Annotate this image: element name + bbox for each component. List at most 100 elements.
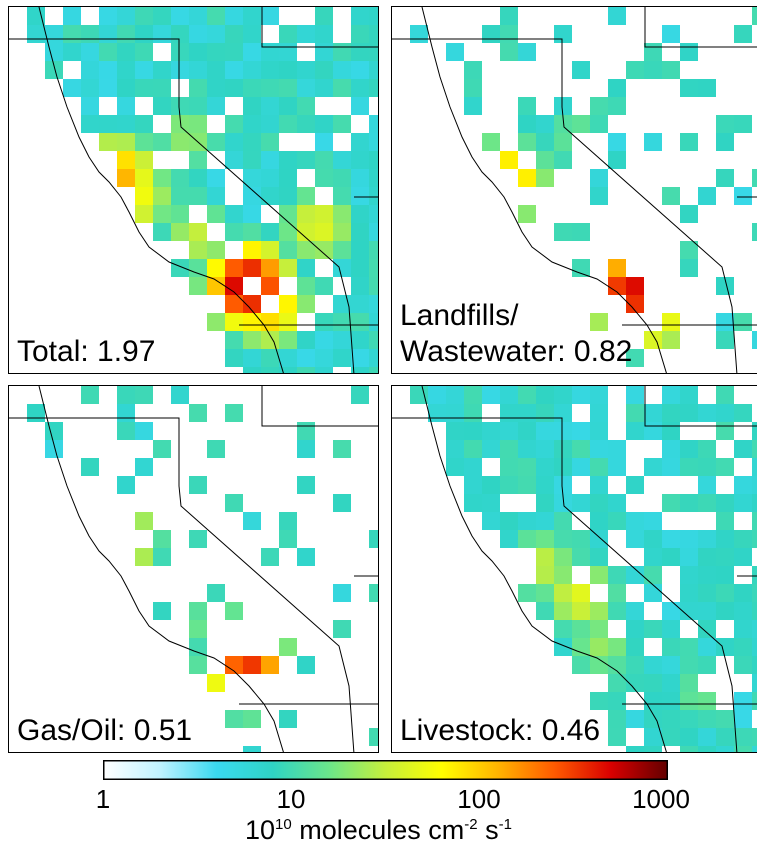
emission-cell <box>554 458 572 476</box>
emission-cell <box>243 349 261 367</box>
emission-cell <box>554 602 572 620</box>
emission-cell <box>207 259 225 277</box>
emission-cell <box>207 313 225 331</box>
emission-cell <box>716 728 734 746</box>
emission-cell <box>207 169 225 187</box>
emission-cell <box>99 79 117 97</box>
emission-cell <box>716 386 734 404</box>
emission-cell <box>662 656 680 674</box>
emission-cell <box>536 584 554 602</box>
emission-cell <box>590 187 608 205</box>
emission-cell <box>171 386 189 404</box>
emission-cell <box>644 548 662 566</box>
emission-cell <box>297 61 315 79</box>
emission-cell <box>81 25 99 43</box>
state-border-ca-nv <box>392 417 738 752</box>
emission-cell <box>153 7 171 25</box>
emission-cell <box>369 259 378 277</box>
emission-cell <box>351 241 369 259</box>
emission-cell <box>680 692 698 710</box>
emission-cell <box>171 259 189 277</box>
emission-cell <box>261 656 279 674</box>
emission-cell <box>716 548 734 566</box>
emission-cell <box>225 79 243 97</box>
emission-cell <box>315 277 333 295</box>
emission-cell <box>536 566 554 584</box>
emission-cell <box>734 746 752 752</box>
emission-cell <box>351 367 369 373</box>
emission-cell <box>135 79 153 97</box>
emission-cell <box>734 25 752 43</box>
emission-cell <box>333 295 351 313</box>
emission-cell <box>752 223 757 241</box>
emission-cell <box>518 404 536 422</box>
emission-cell <box>279 512 297 530</box>
emission-cell <box>590 692 608 710</box>
emission-cell <box>135 458 153 476</box>
emission-cell <box>734 656 752 674</box>
emission-cell <box>189 404 207 422</box>
emission-cell <box>135 43 153 61</box>
emission-cell <box>369 349 378 367</box>
emission-cell <box>662 25 680 43</box>
emission-cell <box>369 313 378 331</box>
emission-cell <box>536 115 554 133</box>
emission-cell <box>608 458 626 476</box>
emission-cell <box>500 512 518 530</box>
emission-cell <box>554 512 572 530</box>
emission-cell <box>351 25 369 43</box>
emission-cell <box>572 259 590 277</box>
emission-cell <box>554 25 572 43</box>
emission-cell <box>536 422 554 440</box>
emission-cell <box>207 43 225 61</box>
emission-cell <box>153 61 171 79</box>
emission-cell <box>225 259 243 277</box>
emission-cell <box>261 133 279 151</box>
emission-cell <box>261 367 279 373</box>
emission-cell <box>608 79 626 97</box>
emission-cell <box>572 584 590 602</box>
emission-cell <box>171 43 189 61</box>
emission-cell <box>464 458 482 476</box>
emission-cell <box>333 205 351 223</box>
emission-cell <box>315 133 333 151</box>
emission-cell <box>351 187 369 205</box>
emission-cell <box>351 223 369 241</box>
emission-cell <box>626 746 644 752</box>
emission-cell <box>369 25 378 43</box>
emission-cell <box>261 79 279 97</box>
emission-cell <box>225 602 243 620</box>
emission-cell <box>261 43 279 61</box>
emission-cell <box>716 331 734 349</box>
emission-cell <box>752 602 757 620</box>
emission-cell <box>698 566 716 584</box>
emission-cell <box>644 692 662 710</box>
emission-cell <box>734 476 752 494</box>
emission-cell <box>500 43 518 61</box>
emission-cell <box>315 169 333 187</box>
emission-cell <box>518 512 536 530</box>
emission-cell <box>333 259 351 277</box>
emission-cell <box>351 277 369 295</box>
emission-cell <box>153 530 171 548</box>
emission-cell <box>680 530 698 548</box>
emission-cell <box>734 548 752 566</box>
emission-cell <box>716 746 734 752</box>
emission-cell <box>536 151 554 169</box>
emission-cell <box>662 331 680 349</box>
emission-cell <box>189 259 207 277</box>
emission-cell <box>369 728 378 746</box>
emission-cell <box>117 97 135 115</box>
emission-cell <box>716 710 734 728</box>
emission-cell <box>734 530 752 548</box>
emission-cell <box>171 169 189 187</box>
emission-cell <box>279 530 297 548</box>
emission-cell <box>297 440 315 458</box>
emission-cell <box>518 133 536 151</box>
emission-cell <box>716 638 734 656</box>
emission-cell <box>500 476 518 494</box>
emission-cell <box>662 638 680 656</box>
emission-cell <box>117 386 135 404</box>
emission-cell <box>297 367 315 373</box>
emission-cell <box>644 43 662 61</box>
